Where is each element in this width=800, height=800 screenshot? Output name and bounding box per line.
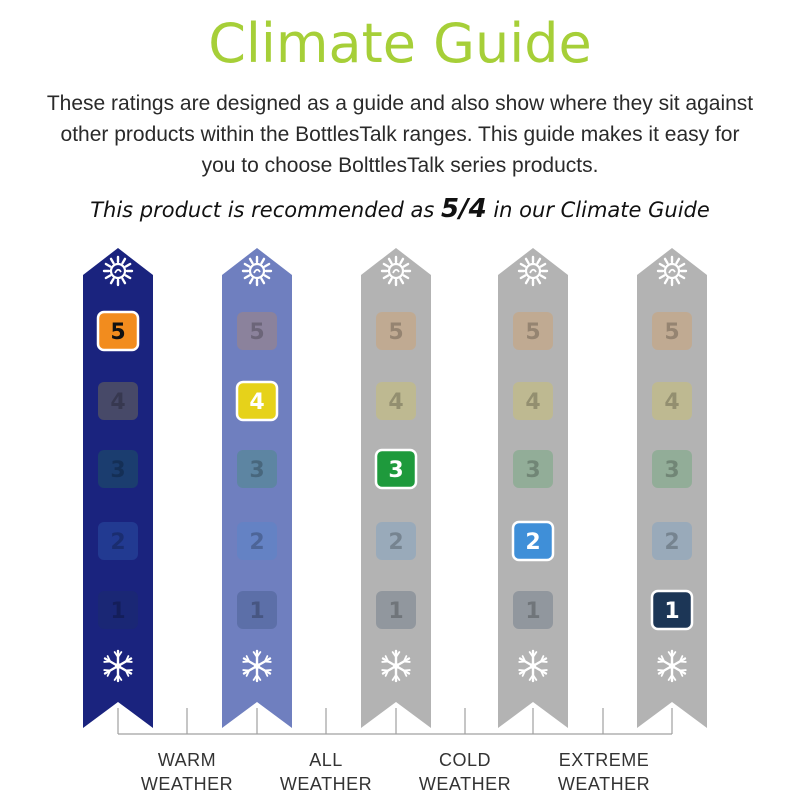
label-line: EXTREME — [558, 750, 650, 770]
label-all-weather: ALL WEATHER — [261, 748, 391, 796]
level-box: 2 — [98, 522, 138, 560]
level-box: 3 — [237, 450, 277, 488]
level-number: 2 — [664, 530, 679, 555]
climate-banner: 5 4 3 2 1 — [498, 248, 568, 728]
level-box: 1 — [237, 591, 277, 629]
label-line: WEATHER — [279, 774, 373, 794]
level-box: 2 — [237, 522, 277, 560]
level-number: 2 — [388, 530, 403, 555]
level-box: 5 — [237, 312, 277, 350]
level-number: 3 — [388, 458, 403, 483]
banner-shape — [83, 248, 153, 728]
level-number: 5 — [249, 320, 264, 345]
page-title: Climate Guide — [208, 12, 592, 75]
level-box: 3 — [652, 450, 692, 488]
level-number: 3 — [110, 458, 125, 483]
intro-line: you to choose BolttlesTalk series produc… — [201, 154, 599, 177]
level-number: 5 — [110, 320, 125, 345]
level-box: 5 — [652, 312, 692, 350]
level-number: 5 — [525, 320, 540, 345]
label-line: WEATHER — [418, 774, 512, 794]
level-box: 3 — [98, 450, 138, 488]
label-line: WEATHER — [557, 774, 651, 794]
level-number: 4 — [388, 390, 403, 415]
label-extreme-weather: EXTREME WEATHER — [539, 748, 669, 796]
level-number: 3 — [664, 458, 679, 483]
level-box: 3 — [374, 448, 418, 490]
snowflake-icon — [242, 649, 272, 683]
level-number: 4 — [110, 390, 125, 415]
level-number: 1 — [110, 599, 125, 624]
snowflake-icon — [103, 649, 133, 683]
level-number: 5 — [388, 320, 403, 345]
level-box: 1 — [650, 589, 694, 631]
level-box: 4 — [235, 380, 279, 422]
level-number: 4 — [525, 390, 540, 415]
level-number: 2 — [110, 530, 125, 555]
recommendation-prefix: This product is recommended as — [90, 198, 441, 222]
level-box: 5 — [376, 312, 416, 350]
level-box: 2 — [652, 522, 692, 560]
snowflake-icon — [657, 649, 687, 683]
sun-icon — [656, 255, 688, 287]
level-box: 1 — [376, 591, 416, 629]
label-line: COLD — [438, 750, 491, 770]
intro-text: These ratings are designed as a guide an… — [20, 88, 780, 181]
recommendation-rating: 5/4 — [440, 194, 487, 224]
level-box: 5 — [513, 312, 553, 350]
level-number: 2 — [525, 530, 540, 555]
sun-icon — [517, 255, 549, 287]
level-box: 4 — [652, 382, 692, 420]
level-number: 3 — [249, 458, 264, 483]
recommendation-text: This product is recommended as 5/4 in ou… — [0, 194, 800, 225]
level-box: 2 — [511, 520, 555, 562]
level-number: 3 — [525, 458, 540, 483]
level-number: 2 — [249, 530, 264, 555]
sun-icon — [241, 255, 273, 287]
level-box: 4 — [98, 382, 138, 420]
level-box: 4 — [376, 382, 416, 420]
banner-shape — [498, 248, 568, 728]
level-box: 1 — [98, 591, 138, 629]
label-warm-weather: WARM WEATHER — [122, 748, 252, 796]
climate-banner: 5 4 3 2 1 — [361, 248, 431, 728]
level-number: 5 — [664, 320, 679, 345]
level-number: 1 — [664, 599, 679, 624]
banner-shape — [222, 248, 292, 728]
level-number: 4 — [249, 390, 264, 415]
label-line: WARM — [157, 750, 217, 770]
sun-icon — [102, 255, 134, 287]
level-box: 5 — [96, 310, 140, 352]
snowflake-icon — [381, 649, 411, 683]
recommendation-suffix: in our Climate Guide — [486, 198, 710, 222]
level-box: 1 — [513, 591, 553, 629]
level-box: 2 — [376, 522, 416, 560]
intro-line: other products within the BottlesTalk ra… — [60, 123, 740, 146]
snowflake-icon — [518, 649, 548, 683]
sun-icon — [380, 255, 412, 287]
intro-line: These ratings are designed as a guide an… — [46, 92, 754, 115]
level-number: 4 — [664, 390, 679, 415]
level-number: 1 — [525, 599, 540, 624]
label-cold-weather: COLD WEATHER — [400, 748, 530, 796]
climate-banner: 5 4 3 2 1 — [83, 248, 153, 728]
label-line: WEATHER — [140, 774, 234, 794]
level-number: 1 — [249, 599, 264, 624]
level-box: 4 — [513, 382, 553, 420]
level-box: 3 — [513, 450, 553, 488]
label-line: ALL — [309, 750, 343, 770]
level-number: 1 — [388, 599, 403, 624]
climate-banner: 5 4 3 2 1 — [222, 248, 292, 728]
climate-banner: 5 4 3 2 1 — [637, 248, 707, 728]
